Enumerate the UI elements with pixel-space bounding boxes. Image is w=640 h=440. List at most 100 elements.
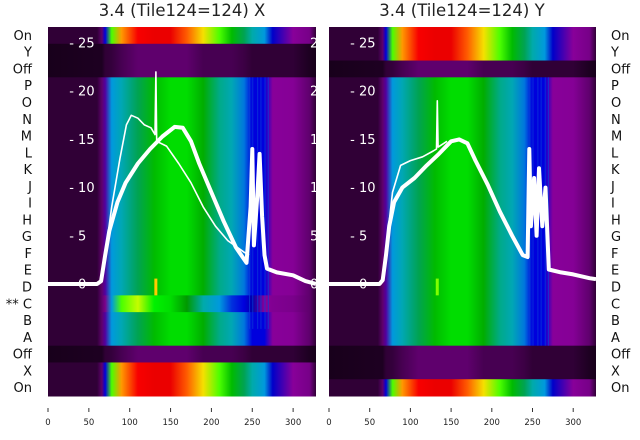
streak-line [267,77,269,329]
row-label: Off [13,348,33,363]
heatmap-row [48,245,316,263]
row-label: On [14,381,32,396]
xtick-label: 0 [326,418,331,428]
row-label: P [611,79,619,94]
row-label: O [22,96,32,111]
row-label: F [25,247,32,262]
xtick-label: 50 [364,418,375,428]
row-label: H [611,213,621,228]
overlay-ytick-label: - 5 [69,229,86,244]
overlay-ytick-label: - 10 [350,181,375,196]
xtick-label: 300 [565,418,581,428]
row-label: D [611,280,621,295]
overlay-ytick-label-right: 15 [310,133,327,148]
heatmap-row [48,43,316,62]
overlay-ytick-label: - 25 [69,37,94,52]
heatmap-row [329,245,596,263]
xtick-label: 100 [122,418,138,428]
panel-title: 3.4 (Tile124=124) Y [379,1,545,20]
row-label: G [611,230,621,245]
marker-cell [435,278,439,296]
row-label: Y [610,46,619,61]
row-label: A [611,331,620,346]
row-label: K [611,163,620,178]
overlay-ytick-label: - 20 [350,85,375,100]
heatmap-row [48,194,316,212]
series-thin-trace [96,71,250,285]
row-label: K [23,163,32,178]
row-label: On [611,381,629,396]
heatmap-row [48,345,316,363]
row-label: M [611,130,622,145]
xtick-label: 300 [285,418,301,428]
heatmap-row [329,110,596,129]
xtick-label: 250 [524,418,540,428]
marker-cell [154,278,158,296]
row-label: G [22,230,32,245]
row-label: J [27,180,32,195]
xtick-label: 200 [484,418,500,428]
xtick-label: 200 [203,418,219,428]
xtick-label: 100 [402,418,418,428]
heatmap-row [48,27,316,45]
overlay-ytick-label-right: 25 [310,37,327,52]
heatmap-row [329,278,596,296]
row-label: H [22,213,32,228]
row-label: A [23,331,32,346]
heatmap-row [329,312,596,330]
heatmap-row [48,60,316,78]
heatmap-row [48,278,316,296]
row-label: D [22,280,32,295]
heatmap-row [329,60,596,78]
overlay-ytick-label-right: 20 [310,85,327,100]
overlay-ytick-label: - 20 [69,85,94,100]
heatmap-row [329,211,596,229]
overlay-ytick-label: - 15 [69,133,94,148]
streak-line [264,77,266,329]
row-label: N [22,113,32,128]
heatmap-row [48,295,316,313]
row-label: F [611,247,618,262]
row-label: C [611,297,620,312]
heatmap-row [48,110,316,129]
heatmap-row [48,328,316,347]
heatmap-row [329,194,596,212]
series-thick-trace [48,124,316,286]
row-label: On [14,29,32,44]
row-label: B [611,314,620,329]
row-label: E [24,264,32,279]
overlay-ytick-label-right: 10 [310,181,327,196]
heatmap-row [48,211,316,229]
panel-x: 3.4 (Tile124=124) X OnYOffPONMLKJIHGFED*… [6,1,327,428]
xtick-label: 150 [162,418,178,428]
row-label: N [611,113,621,128]
heatmap-row [48,362,316,380]
series-thick-trace [329,137,596,286]
heatmap-row [329,161,596,179]
overlay-ytick-label-right: 5 [310,229,318,244]
heatmap-row [329,27,596,45]
row-label: M [21,130,32,145]
heatmap-row [48,379,316,397]
row-label: Y [23,46,32,61]
row-label: E [611,264,619,279]
row-label: Off [611,348,631,363]
overlay-ytick-label: - 10 [69,181,94,196]
xtick-label: 250 [244,418,260,428]
panel-y: 3.4 (Tile124=124) Y OnYOffPONMLKJIHGFEDC… [326,1,631,428]
row-label: I [28,197,32,212]
xtick-label: 150 [443,418,459,428]
heatmap-row [329,228,596,246]
streak-line [547,77,549,346]
heatmap-row [329,379,596,397]
row-label: Off [611,62,631,77]
heatmap-row [329,345,596,363]
row-label: X [23,364,32,379]
series-thin-trace [381,100,448,280]
row-label: B [23,314,32,329]
row-label: ** C [6,297,32,312]
heatmap-row [48,312,316,330]
heatmap-row [329,43,596,62]
row-label: Off [13,62,33,77]
xtick-label: 0 [45,418,50,428]
